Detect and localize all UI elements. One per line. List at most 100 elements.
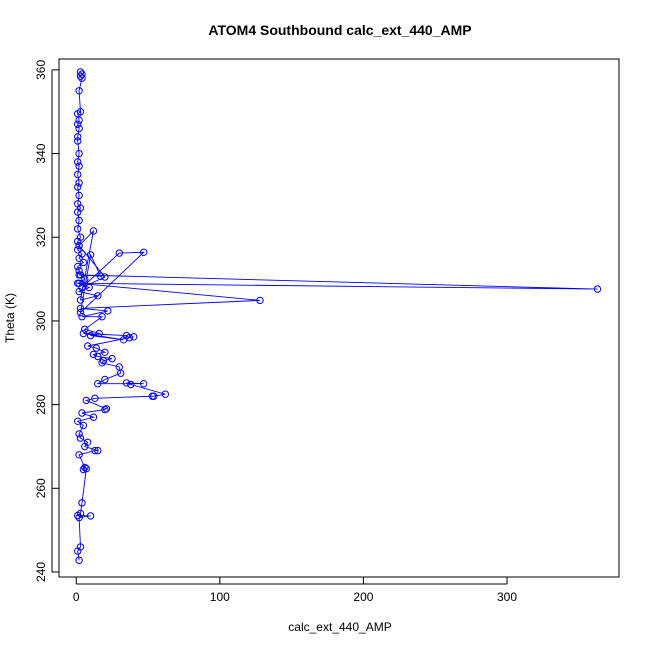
data-point xyxy=(161,390,170,398)
y-tick-label: 280 xyxy=(34,394,48,414)
data-point xyxy=(98,359,106,367)
data-point xyxy=(74,246,82,254)
data-point xyxy=(256,296,264,305)
data-point xyxy=(75,241,83,250)
data-point xyxy=(75,254,83,262)
data-point xyxy=(130,333,138,341)
data-point xyxy=(122,379,131,387)
data-point xyxy=(91,446,99,455)
data-point xyxy=(75,267,83,275)
y-axis-label: Theta (K) xyxy=(3,293,17,343)
data-point xyxy=(76,434,85,442)
data-point xyxy=(115,249,124,257)
data-point xyxy=(101,348,109,356)
data-point xyxy=(148,392,157,400)
x-tick-label: 200 xyxy=(353,590,373,604)
data-point xyxy=(98,313,106,321)
data-point xyxy=(74,170,82,179)
x-tick-label: 300 xyxy=(497,590,517,604)
data-point xyxy=(79,465,88,474)
x-axis: 0 100 200 300 xyxy=(73,577,517,604)
data-point xyxy=(75,279,83,287)
data-point xyxy=(94,446,102,455)
data-point xyxy=(74,225,82,233)
chart-title: ATOM4 Southbound calc_ext_440_AMP xyxy=(208,22,471,38)
data-point xyxy=(79,329,88,338)
data-point xyxy=(127,380,135,389)
y-tick-label: 340 xyxy=(34,143,48,163)
data-point xyxy=(81,442,89,451)
data-point xyxy=(74,120,82,129)
data-point xyxy=(82,396,91,405)
data-point xyxy=(94,352,102,361)
data-point xyxy=(75,162,83,170)
data-point xyxy=(81,275,89,283)
data-point xyxy=(78,313,86,321)
data-point xyxy=(125,334,134,342)
y-tick-label: 360 xyxy=(34,60,48,80)
data-point xyxy=(76,296,85,304)
data-point xyxy=(96,272,105,280)
data-point xyxy=(85,283,93,292)
data-point xyxy=(75,124,83,133)
data-point xyxy=(74,262,82,271)
plot-area xyxy=(74,68,602,564)
data-point xyxy=(75,216,83,225)
data-point xyxy=(99,357,108,365)
data-point xyxy=(78,499,86,507)
y-tick-label: 300 xyxy=(34,311,48,331)
data-point xyxy=(593,285,602,293)
data-point xyxy=(91,394,99,402)
data-point xyxy=(74,417,82,425)
data-point xyxy=(75,149,83,158)
data-point xyxy=(75,116,83,124)
data-point xyxy=(75,271,83,279)
data-point xyxy=(89,413,98,421)
data-point xyxy=(101,405,109,414)
data-point xyxy=(95,329,103,338)
data-point xyxy=(78,70,86,78)
data-point xyxy=(101,273,109,281)
data-point xyxy=(101,375,109,384)
data-point xyxy=(104,307,112,315)
data-point xyxy=(140,248,148,257)
x-axis-label: calc_ext_440_AMP xyxy=(288,620,391,634)
data-point xyxy=(81,463,89,472)
data-point xyxy=(94,292,102,300)
series-line xyxy=(76,71,598,561)
data-point xyxy=(76,308,85,317)
data-point xyxy=(82,464,91,473)
data-point xyxy=(89,227,98,235)
data-point xyxy=(89,350,98,359)
data-point xyxy=(74,547,82,555)
plot-frame xyxy=(58,58,620,578)
data-point xyxy=(76,72,85,80)
data-point xyxy=(75,513,83,522)
data-point xyxy=(84,342,92,350)
y-tick-label: 240 xyxy=(34,562,48,582)
data-point xyxy=(74,511,82,520)
y-tick-label: 260 xyxy=(34,478,48,498)
data-point xyxy=(74,208,82,216)
data-point xyxy=(74,158,82,166)
data-point xyxy=(78,409,86,417)
data-point xyxy=(81,325,89,333)
x-tick-label: 100 xyxy=(210,590,230,604)
data-point xyxy=(74,183,82,191)
data-point xyxy=(92,344,101,352)
data-point xyxy=(117,369,125,377)
y-tick-label: 320 xyxy=(34,227,48,247)
data-point xyxy=(140,380,148,388)
data-point xyxy=(86,512,95,520)
y-axis: 240 260 280 300 320 340 360 xyxy=(34,60,59,582)
data-point xyxy=(75,556,83,564)
data-point xyxy=(94,380,102,388)
data-point xyxy=(74,133,82,141)
data-point xyxy=(75,191,83,200)
data-point xyxy=(79,258,88,267)
data-point xyxy=(79,421,88,430)
data-point xyxy=(108,354,116,363)
data-point xyxy=(74,237,82,246)
data-point xyxy=(75,87,83,95)
